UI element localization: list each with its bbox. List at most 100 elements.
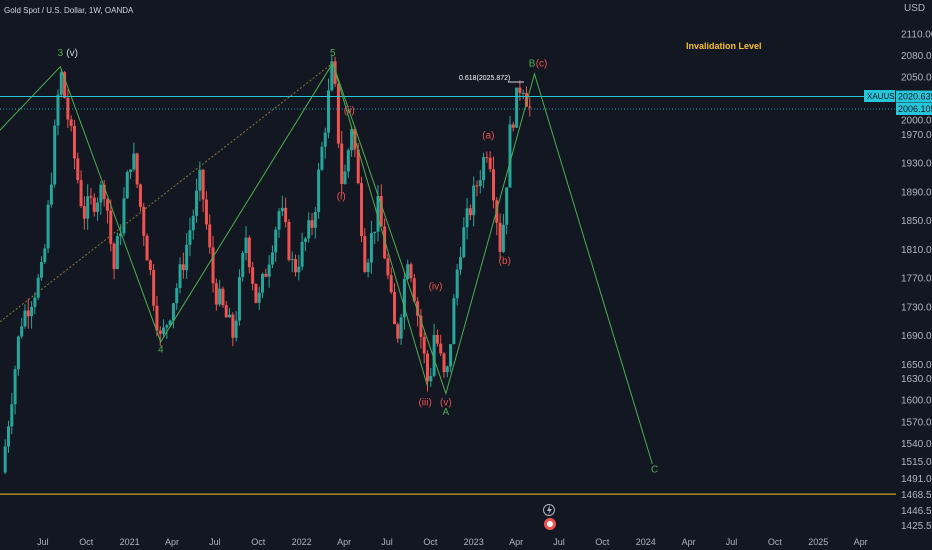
- candle: [511, 122, 515, 132]
- wave-label: (a): [482, 131, 494, 142]
- candle: [462, 217, 466, 259]
- time-tick-label: Oct: [423, 537, 438, 547]
- candle: [445, 365, 449, 378]
- candle: [458, 246, 462, 276]
- candle: [323, 127, 327, 159]
- candle-body: [23, 310, 27, 327]
- candle-body: [102, 184, 106, 200]
- candle: [234, 311, 238, 342]
- wave-label: (v): [440, 398, 452, 409]
- candle: [422, 332, 426, 364]
- candle: [72, 120, 76, 170]
- candle: [46, 200, 50, 253]
- candle: [270, 245, 274, 269]
- candle: [152, 263, 156, 312]
- candle: [158, 326, 162, 346]
- candle-body: [214, 283, 218, 305]
- price-tick-label: 1570.000: [901, 417, 932, 428]
- candle-body: [188, 230, 192, 245]
- candle-body: [145, 235, 149, 261]
- candle-body: [323, 132, 327, 147]
- candle: [528, 97, 532, 117]
- time-tick-label: Oct: [768, 537, 783, 547]
- candle-body: [508, 124, 512, 188]
- candle-body: [468, 208, 472, 216]
- candle-body: [445, 366, 449, 373]
- candle: [63, 71, 67, 99]
- candle: [327, 78, 331, 139]
- candle-body: [327, 90, 331, 133]
- price-tick-label: 1690.000: [901, 331, 932, 342]
- candle: [412, 273, 416, 303]
- price-tick-label: 1850.000: [901, 216, 932, 227]
- candle-body: [26, 310, 30, 317]
- candle: [241, 250, 245, 282]
- candle-body: [472, 185, 476, 216]
- overlay-lines: [0, 61, 896, 495]
- candle-body: [224, 305, 228, 318]
- time-axis[interactable]: Jul Oct 2021 Apr Jul Oct 2022 Apr Jul Oct 2023 Apr J…: [37, 537, 868, 547]
- candle-body: [66, 97, 70, 120]
- candle-body: [125, 172, 129, 199]
- candle-body: [218, 288, 222, 305]
- candle-body: [36, 277, 40, 298]
- wave-c-line: [332, 62, 428, 387]
- candle: [155, 295, 159, 337]
- price-tick-label: 1468.500: [901, 490, 932, 501]
- price-tick-label: 2050.000: [901, 72, 932, 83]
- chart-title: Gold Spot / U.S. Dollar, 1W, OANDA: [4, 6, 134, 15]
- candle: [402, 272, 406, 330]
- candle: [23, 304, 27, 329]
- candle-body: [231, 314, 235, 338]
- price-tick-label: 1770.000: [901, 274, 932, 285]
- candle-body: [442, 353, 446, 373]
- candle-body: [254, 283, 258, 303]
- candle: [449, 344, 453, 373]
- candle: [320, 141, 324, 171]
- candle: [178, 257, 182, 294]
- candle-body: [290, 258, 294, 260]
- candle: [435, 329, 439, 347]
- candle-body: [393, 292, 397, 325]
- candle-body: [343, 171, 347, 185]
- candle-body: [247, 237, 251, 268]
- candle-body: [350, 129, 354, 151]
- candle-body: [389, 275, 393, 293]
- candle-body: [82, 206, 86, 219]
- candle: [138, 183, 142, 212]
- candle-body: [96, 202, 100, 212]
- candle: [366, 258, 370, 278]
- candle: [465, 197, 469, 240]
- candle-body: [317, 169, 321, 213]
- candle-body: [297, 266, 301, 273]
- candle-body: [356, 149, 360, 184]
- price-axis[interactable]: USD 2110.0002080.0002050.0002020.0002000…: [896, 0, 932, 550]
- candle-body: [171, 303, 175, 321]
- candle-body: [284, 207, 288, 222]
- candle-body: [53, 125, 57, 185]
- candle: [56, 89, 60, 136]
- candle-body: [178, 264, 182, 289]
- candle: [455, 263, 459, 306]
- price-tick-label: 1600.000: [901, 396, 932, 407]
- candle-body: [294, 258, 298, 273]
- candle-body: [346, 150, 350, 172]
- candle-body: [528, 106, 532, 108]
- candle-body: [307, 220, 311, 239]
- time-tick-label: 2025: [808, 537, 828, 547]
- candle-body: [99, 184, 103, 203]
- candle-body: [211, 247, 215, 284]
- candle: [82, 196, 86, 230]
- time-tick-label: Oct: [251, 537, 266, 547]
- candle: [43, 244, 47, 265]
- currency-label: USD: [904, 3, 925, 14]
- candle: [237, 269, 241, 326]
- candle-body: [369, 233, 373, 263]
- candle-body: [257, 292, 261, 303]
- candle: [432, 323, 436, 378]
- event-markers: [543, 504, 556, 530]
- candle-body: [449, 344, 453, 367]
- candle-body: [56, 94, 60, 126]
- candle: [76, 152, 80, 184]
